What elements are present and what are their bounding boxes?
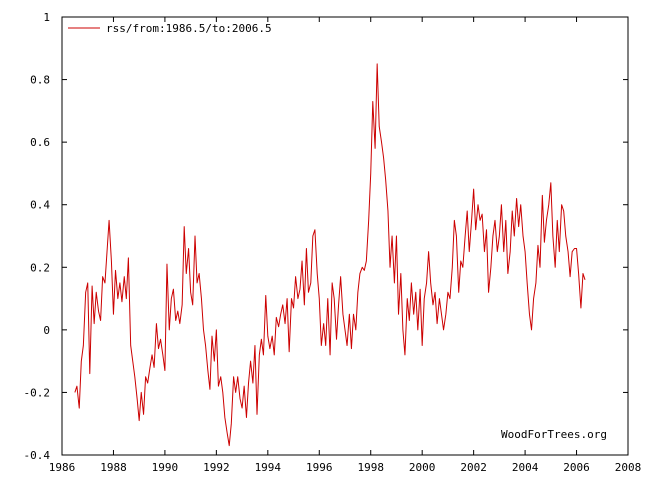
x-tick-label: 2000	[409, 461, 436, 474]
y-tick-label: -0.4	[24, 449, 51, 462]
legend-label: rss/from:1986.5/to:2006.5	[106, 22, 272, 35]
y-tick-label: 0.2	[30, 261, 50, 274]
legend: rss/from:1986.5/to:2006.5	[68, 22, 272, 35]
y-tick-label: 1	[43, 11, 50, 24]
y-tick-label: -0.2	[24, 386, 51, 399]
x-axis: 1986 1988 1990 1992 1994 1996 1998 2000 2002 2004…	[49, 17, 642, 474]
series-layer	[74, 63, 586, 447]
watermark: WoodForTrees.org	[501, 428, 607, 441]
series-line-0	[74, 63, 586, 447]
x-tick-label: 1996	[306, 461, 333, 474]
y-tick-label: 0.4	[30, 199, 50, 212]
x-tick-label: 1990	[152, 461, 179, 474]
x-tick-label: 2002	[460, 461, 487, 474]
y-tick-label: 0.6	[30, 136, 50, 149]
x-tick-label: 1986	[49, 461, 76, 474]
y-tick-label: 0.8	[30, 74, 50, 87]
x-tick-label: 2004	[512, 461, 539, 474]
x-tick-label: 1988	[100, 461, 127, 474]
x-tick-label: 1994	[255, 461, 282, 474]
x-tick-label: 2008	[615, 461, 642, 474]
x-tick-label: 1992	[203, 461, 230, 474]
y-axis: -0.4 -0.2 0 0.2 0.4 0.6 0.8 1	[24, 11, 628, 462]
x-tick-label: 1998	[357, 461, 384, 474]
x-tick-label: 2006	[563, 461, 590, 474]
plot-area	[61, 16, 629, 456]
y-tick-label: 0	[43, 324, 50, 337]
